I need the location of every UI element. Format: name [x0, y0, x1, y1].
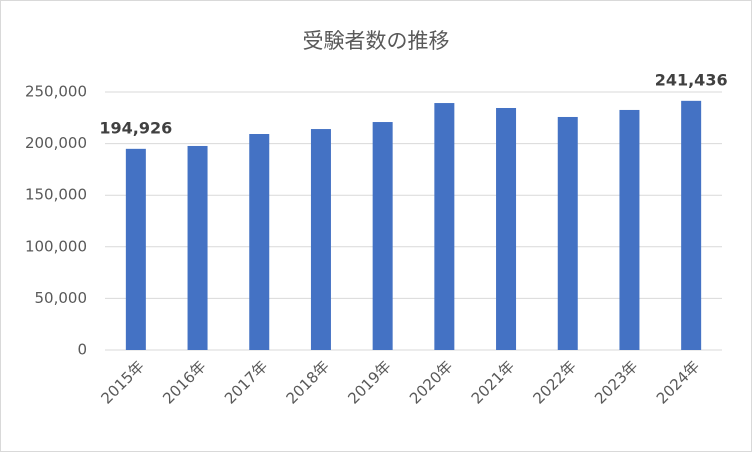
bar	[557, 116, 578, 351]
bar	[619, 109, 640, 350]
bar	[681, 100, 702, 351]
data-label: 194,926	[99, 118, 172, 137]
data-label: 241,436	[655, 70, 728, 89]
y-tick-label: 250,000	[25, 83, 87, 101]
chart-title: 受験者数の推移	[303, 29, 450, 53]
bar	[249, 134, 270, 350]
bar	[496, 107, 517, 350]
y-tick-label: 100,000	[25, 237, 87, 255]
y-tick-label: 50,000	[35, 289, 88, 307]
bar	[372, 122, 393, 351]
bar	[125, 148, 146, 350]
y-tick-label: 150,000	[25, 186, 87, 204]
bar	[310, 129, 331, 350]
bar	[187, 145, 208, 350]
y-tick-label: 200,000	[25, 134, 87, 152]
y-tick-label: 0	[77, 341, 87, 359]
bar	[434, 103, 455, 351]
